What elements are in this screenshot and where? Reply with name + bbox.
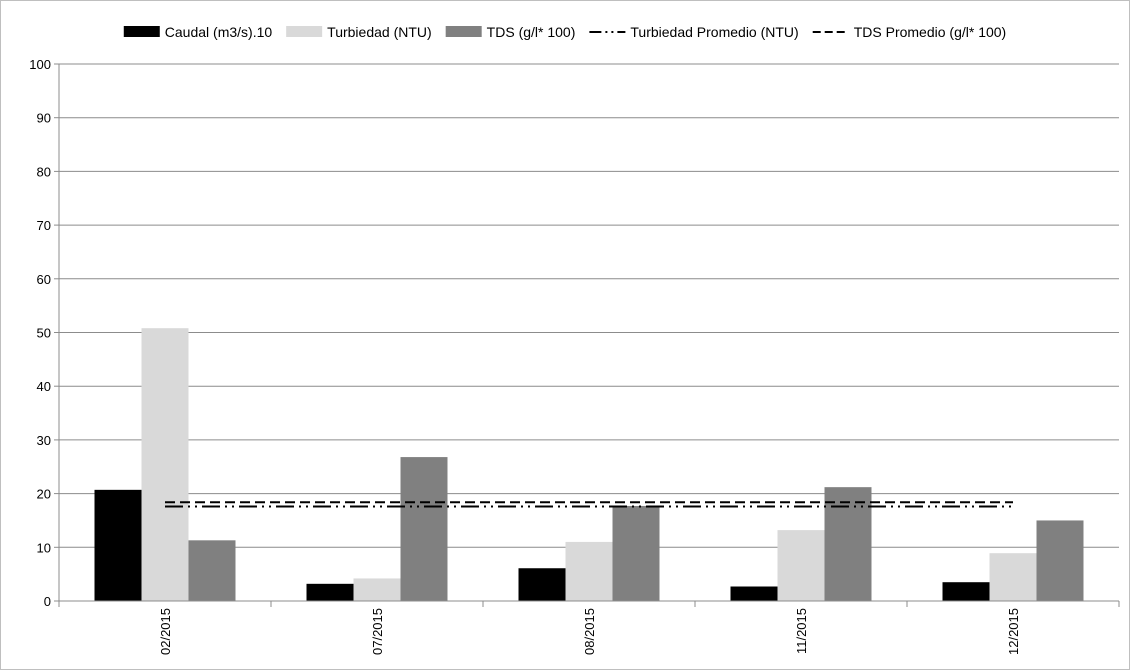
legend-label: Turbiedad Promedio (NTU) — [630, 24, 798, 40]
y-tick-label: 50 — [37, 326, 51, 341]
x-tick-label: 07/2015 — [370, 608, 385, 655]
y-tick-label: 70 — [37, 218, 51, 233]
bar-2-02-2015 — [141, 328, 189, 601]
x-tick-label: 11/2015 — [794, 608, 809, 654]
bar-2-08-2015 — [565, 541, 613, 601]
y-tick-label: 20 — [37, 487, 51, 502]
bar-2-11-2015 — [777, 530, 825, 601]
bars — [94, 328, 1084, 601]
y-tick-label: 90 — [37, 111, 51, 126]
legend-item-1: Caudal (m3/s).10 — [123, 24, 273, 40]
legend-swatch — [286, 26, 323, 37]
x-tick-label: 08/2015 — [582, 608, 597, 655]
bar-1-11-2015 — [730, 586, 778, 601]
y-axis: 0 10 20 30 40 50 60 70 80 90 100 — [29, 57, 60, 609]
legend-item-2: Turbiedad (NTU) — [286, 24, 432, 40]
y-tick-label: 40 — [37, 379, 51, 394]
bar-3-07-2015 — [400, 457, 448, 601]
bar-3-12-2015 — [1036, 520, 1084, 601]
y-tick-label: 60 — [37, 272, 51, 287]
bar-2-12-2015 — [989, 553, 1037, 601]
bar-3-02-2015 — [188, 540, 236, 601]
legend-item-5: TDS Promedio (g/l* 100) — [812, 24, 1007, 40]
y-tick-label: 0 — [44, 594, 51, 609]
legend-item-3: TDS (g/l* 100) — [445, 24, 576, 40]
bar-1-07-2015 — [306, 583, 354, 601]
y-tick-label: 30 — [37, 433, 51, 448]
reference-lines — [165, 501, 1013, 508]
x-tick-label: 02/2015 — [158, 608, 173, 655]
legend-item-4: Turbiedad Promedio (NTU) — [589, 24, 799, 40]
legend-swatch — [445, 26, 482, 37]
bar-3-08-2015 — [612, 505, 660, 601]
bar-2-07-2015 — [353, 578, 401, 601]
legend-swatch — [123, 26, 160, 37]
legend: Caudal (m3/s).10 Turbiedad (NTU) TDS (g/l*… — [123, 24, 1007, 40]
legend-label: TDS Promedio (g/l* 100) — [854, 24, 1007, 40]
x-axis: 02/2015 07/2015 08/2015 11/2015 12/2015 — [58, 600, 1120, 655]
x-tick-label: 12/2015 — [1006, 608, 1021, 655]
legend-label: Caudal (m3/s).10 — [165, 24, 273, 40]
y-tick-label: 80 — [37, 164, 51, 179]
y-tick-label: 100 — [29, 57, 51, 72]
legend-label: TDS (g/l* 100) — [487, 24, 576, 40]
gridlines — [59, 63, 1119, 602]
bar-3-11-2015 — [824, 487, 872, 601]
bar-1-12-2015 — [942, 582, 990, 601]
legend-label: Turbiedad (NTU) — [327, 24, 432, 40]
bar-1-02-2015 — [94, 489, 142, 601]
bar-1-08-2015 — [518, 568, 566, 601]
y-tick-label: 10 — [37, 540, 51, 555]
